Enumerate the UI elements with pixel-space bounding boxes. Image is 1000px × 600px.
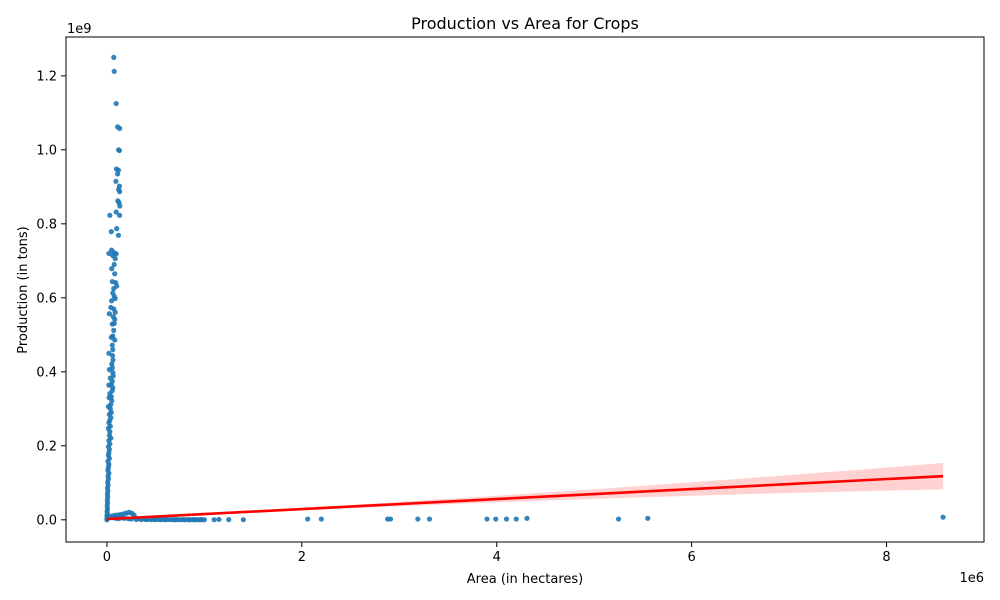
scatter-point [193,517,200,523]
scatter-point [318,516,324,522]
scatter-point [110,347,116,353]
y-tick-label: 0.4 [36,365,57,380]
y-offset-label: 1e9 [67,22,92,37]
scatter-point [426,516,433,522]
regression-line [106,474,944,521]
scatter-point [109,352,116,359]
scatter-point [155,516,162,523]
scatter-point [180,516,186,523]
scatter-point [109,321,115,327]
y-tick-label: 0.2 [36,439,57,454]
scatter-point [174,516,180,523]
scatter-point [109,342,115,348]
scatter-point [111,68,117,75]
scatter-point [185,517,191,523]
x-tick-label: 4 [493,550,501,565]
scatter-point [108,229,114,235]
scatter-point [415,516,421,522]
y-tick-label: 0.8 [36,217,57,232]
scatter-point [113,209,119,215]
y-tick-label: 0.6 [36,291,57,306]
scatter-point [115,171,121,177]
scatter-point [387,516,394,522]
scatter-point [940,514,946,520]
scatter-point [226,517,232,523]
scatter-point [106,311,112,317]
x-tick-label: 0 [103,550,111,565]
scatter-point [211,517,217,523]
scatter-point [106,367,112,373]
scatter-point [111,327,117,333]
x-tick-label: 8 [882,550,890,565]
scatter-point [113,100,119,107]
scatter-point [112,337,118,343]
scatter-point [106,382,112,388]
scatter-point [114,226,120,232]
plot-area [104,54,946,523]
y-tick-label: 1.0 [36,143,57,158]
x-axis-title: Area (in hectares) [467,572,583,587]
scatter-point [216,516,222,523]
scatter-point [112,316,118,322]
scatter-point [493,516,499,522]
scatter-point [503,516,510,522]
scatter-point [111,285,117,292]
scatter-point [106,250,112,257]
scatter-point [110,357,116,363]
chart-title: Production vs Area for Crops [411,14,639,33]
axes-frame [65,36,985,543]
scatter-point [112,256,118,262]
scatter-point [117,203,123,209]
scatter-point [615,516,622,522]
scatter-point [645,515,651,521]
x-tick-label: 2 [298,550,306,565]
scatter-point [198,517,205,523]
x-offset-label: 1e6 [959,571,984,586]
y-axis-title: Production (in tons) [16,226,31,354]
scatter-point [240,517,246,523]
scatter-point [151,516,157,522]
scatter-point [112,271,118,277]
scatter-point [164,516,170,523]
scatter-point [112,309,118,315]
scatter-point [111,54,117,60]
y-tick-label: 0.0 [36,513,57,528]
scatter-point [190,517,196,523]
x-tick-label: 6 [688,550,696,565]
scatter-point [305,516,311,522]
scatter-point [111,261,117,268]
scatter-point [117,189,123,195]
scatter-point [524,515,530,521]
y-tick-label: 1.2 [36,69,57,84]
scatter-point [115,232,122,238]
scatter-point [170,516,176,523]
confidence-band [106,463,944,520]
scatter-point [109,266,115,272]
scatter-point [109,298,115,304]
scatter-point [160,516,167,523]
scatter-point [116,147,122,154]
scatter-point [107,212,113,218]
scatter-point [113,178,119,184]
scatter-point [117,125,123,131]
scatter-point [484,516,490,522]
scatter-point [117,212,123,218]
scatter-point [513,516,519,522]
